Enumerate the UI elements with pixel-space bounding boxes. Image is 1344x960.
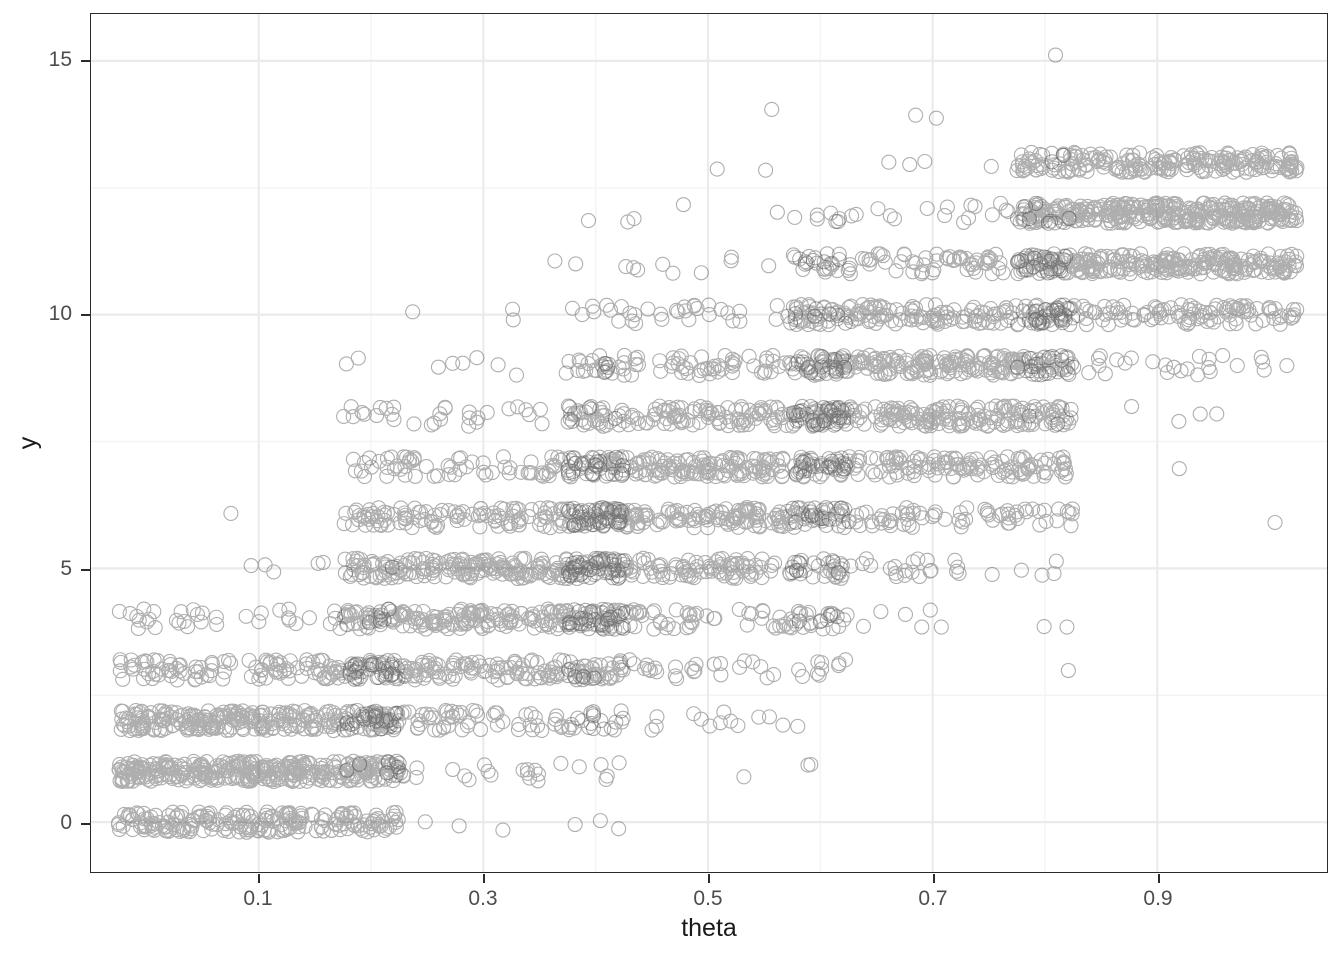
x-tick-mark-0.3 bbox=[483, 874, 485, 883]
x-tick-mark-0.5 bbox=[708, 874, 710, 883]
plot-panel bbox=[90, 13, 1328, 873]
y-tick-label-10: 10 bbox=[48, 302, 72, 325]
y-tick-mark-0 bbox=[81, 823, 90, 825]
point-group-theta-0.7 bbox=[784, 47, 1081, 679]
y-tick-mark-5 bbox=[81, 569, 90, 571]
y-tick-label-5: 5 bbox=[60, 557, 72, 580]
point-group-theta-0.5 bbox=[560, 101, 855, 785]
x-tick-mark-0.7 bbox=[933, 874, 935, 883]
y-tick-label-15: 15 bbox=[48, 48, 72, 71]
data-points-layer bbox=[110, 47, 1305, 840]
x-axis-title: theta bbox=[681, 914, 737, 942]
point-group-theta-0.9 bbox=[1009, 144, 1305, 531]
x-tick-label-0.1: 0.1 bbox=[243, 887, 273, 910]
y-axis-title: y bbox=[14, 436, 42, 450]
x-tick-label-0.9: 0.9 bbox=[1143, 887, 1173, 910]
x-tick-mark-0.9 bbox=[1158, 874, 1160, 883]
x-tick-label-0.7: 0.7 bbox=[918, 887, 948, 910]
gridlines-layer bbox=[91, 14, 1327, 872]
x-tick-mark-0.1 bbox=[258, 874, 260, 883]
y-tick-mark-15 bbox=[81, 60, 90, 62]
point-group-theta-0.3 bbox=[336, 253, 631, 838]
y-tick-label-0: 0 bbox=[60, 811, 72, 834]
x-tick-label-0.3: 0.3 bbox=[468, 887, 498, 910]
x-tick-label-0.5: 0.5 bbox=[693, 887, 723, 910]
y-tick-mark-10 bbox=[81, 314, 90, 316]
point-group-theta-0.1 bbox=[110, 450, 407, 840]
